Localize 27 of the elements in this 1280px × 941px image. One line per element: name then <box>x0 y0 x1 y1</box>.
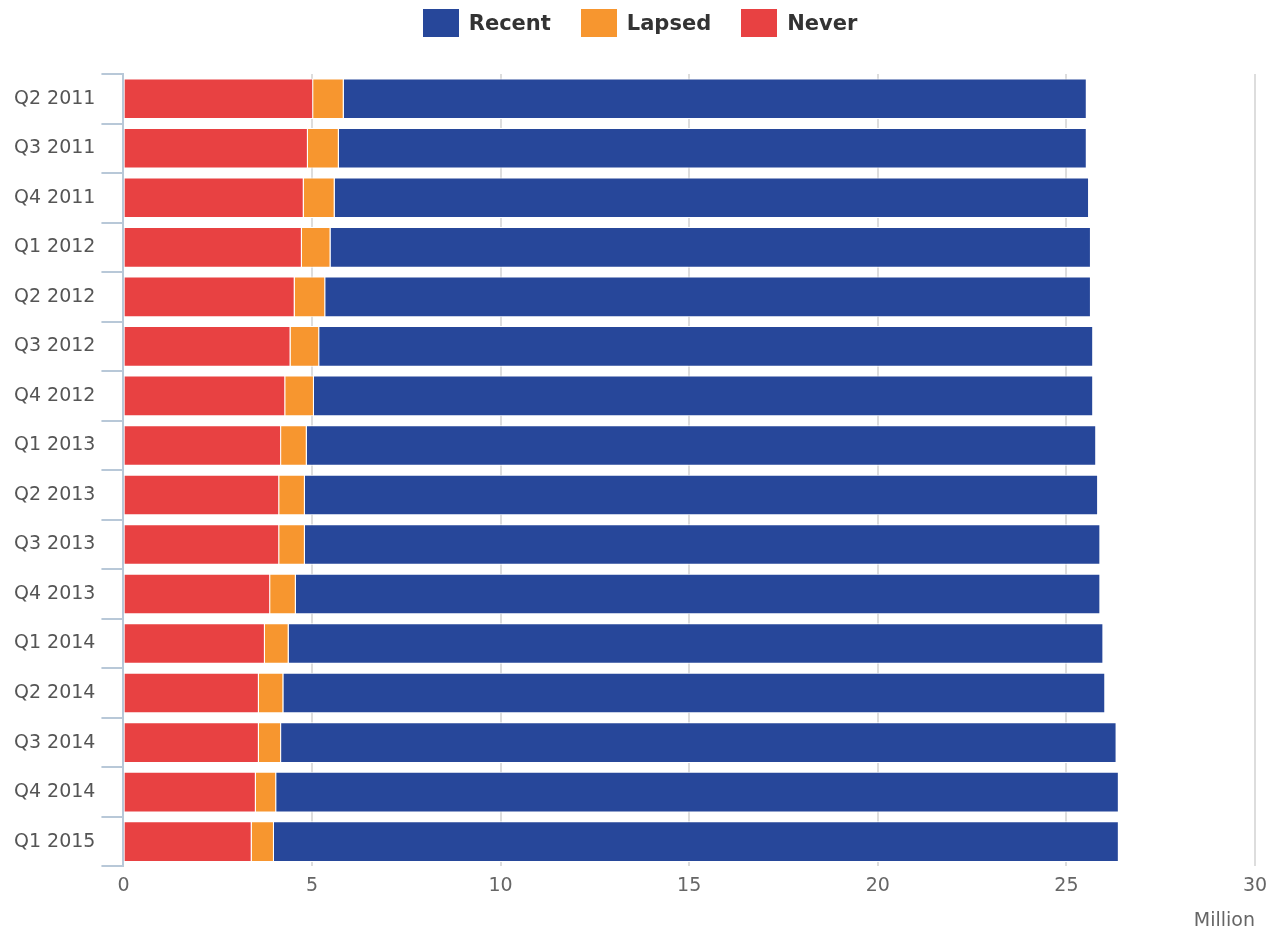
y-tick-label: Q3 2012 <box>14 333 96 356</box>
y-tick-label: Q1 2013 <box>14 432 96 455</box>
y-tick-label: Q3 2011 <box>14 135 96 158</box>
y-tick-label: Q4 2011 <box>14 184 96 207</box>
x-tick-label: 25 <box>1054 872 1079 895</box>
x-tick-label: 5 <box>305 872 319 895</box>
x-tick-label: 20 <box>865 872 890 895</box>
x-tick-label: 30 <box>1242 872 1268 895</box>
x-tick-label: 0 <box>117 872 130 895</box>
y-tick-label: Q3 2013 <box>14 531 96 554</box>
y-tick-label: Q4 2013 <box>14 580 96 603</box>
y-tick-label: Q2 2014 <box>14 680 96 702</box>
legend-label: Lapsed <box>626 11 712 35</box>
y-tick-label: Q4 2014 <box>14 779 96 802</box>
y-tick-label: Q1 2014 <box>14 630 96 653</box>
y-tick-label: Q4 2012 <box>14 382 96 405</box>
x-tick-label: 10 <box>488 872 513 895</box>
y-tick-label: Q1 2015 <box>14 828 96 851</box>
y-tick-label: Q2 2011 <box>14 85 96 108</box>
y-tick-label: Q1 2012 <box>14 234 96 257</box>
x-tick-label: 15 <box>677 872 702 895</box>
legend-label: Recent <box>468 11 551 35</box>
y-tick-label: Q2 2012 <box>14 283 96 306</box>
y-tick-label: Q2 2013 <box>14 481 96 504</box>
x-axis-title: Million <box>1193 907 1255 930</box>
y-tick-label: Q3 2014 <box>14 729 96 752</box>
legend-label: Never <box>787 11 858 35</box>
